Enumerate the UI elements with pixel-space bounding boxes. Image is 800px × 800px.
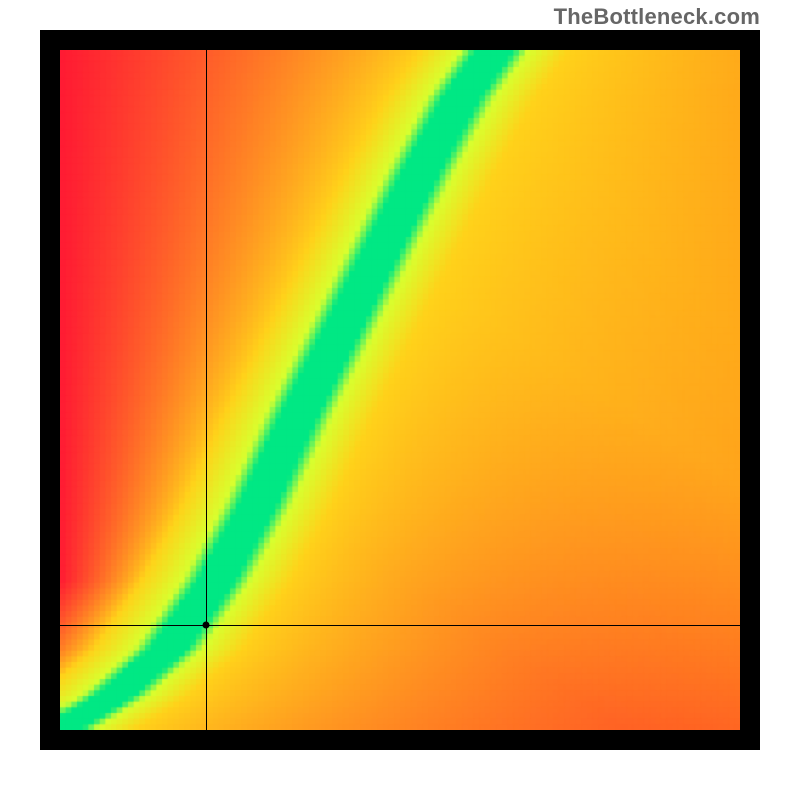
watermark-text: TheBottleneck.com — [554, 4, 760, 30]
bottleneck-heatmap — [60, 50, 740, 730]
root: TheBottleneck.com — [0, 0, 800, 800]
chart-frame — [40, 30, 760, 750]
selected-point-dot — [203, 621, 210, 628]
crosshair-horizontal — [60, 625, 740, 626]
